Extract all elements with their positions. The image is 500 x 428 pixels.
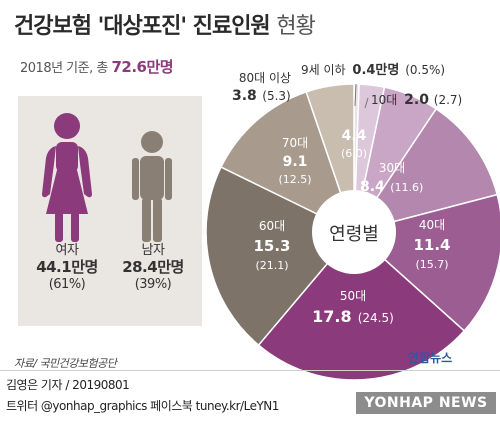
label-s4-name: 40대 <box>419 218 445 232</box>
label-s5-name: 50대 <box>340 289 366 303</box>
title-light: 현황 <box>276 14 315 39</box>
slice-label-s1: 10대 2.0 (2.7) <box>371 92 462 108</box>
subtitle-total: 72.6만명 <box>111 58 174 76</box>
label-s6-value: 15.3 <box>253 237 290 255</box>
male-summary: 남자 28.4만명 (39%) <box>118 242 188 293</box>
female-label: 여자 <box>55 243 79 258</box>
leader-line-s0 <box>354 83 357 107</box>
pie-labels: 9세 이하 0.4만명 (0.5%) 10대 2.0 (2.7) 4.4 (6.… <box>232 62 462 326</box>
gender-figures <box>42 113 172 242</box>
label-s1-value: 2.0 <box>404 92 429 108</box>
label-s8-pct: (5.3) <box>262 89 290 103</box>
male-icon <box>132 131 172 242</box>
male-pct: (39%) <box>134 277 172 292</box>
pie-slice-5 <box>257 230 466 381</box>
label-s0-name: 9세 이하 <box>301 63 346 77</box>
label-s6-name: 60대 <box>259 219 285 233</box>
label-s6-pct: (21.1) <box>255 259 288 272</box>
subtitle-prefix: 2018년 기준, 총 <box>20 61 108 76</box>
label-s4-value: 11.4 <box>413 236 450 254</box>
label-s0-pct: (0.5%) <box>405 63 445 77</box>
label-s3-name: 30대 <box>379 161 405 175</box>
label-s7-value: 9.1 <box>283 154 308 170</box>
pie-slice-7 <box>220 90 356 234</box>
male-label: 남자 <box>141 243 165 258</box>
source-note: 자료/ 국민건강보험공단 <box>14 357 117 370</box>
label-s3-value: 8.4 <box>360 179 385 195</box>
label-s1-pct: (2.7) <box>434 93 462 107</box>
brand-logo: 연합뉴스 <box>408 351 453 365</box>
pie-slice-3 <box>352 107 499 234</box>
slice-label-s5: 17.8 (24.5) <box>312 307 394 326</box>
label-s7-name: 70대 <box>282 136 308 150</box>
female-summary: 여자 44.1만명 (61%) <box>32 242 102 293</box>
label-s5-pct: (24.5) <box>358 311 394 325</box>
male-value: 28.4만명 <box>122 258 184 276</box>
female-icon <box>42 113 92 242</box>
leader-line-s1 <box>364 97 369 109</box>
slice-label-s3: 8.4 (11.6) <box>360 179 423 195</box>
label-s3-pct: (11.6) <box>390 181 423 194</box>
pie-slice-6 <box>205 166 356 347</box>
slice-label-s0: 9세 이하 0.4만명 (0.5%) <box>301 62 445 78</box>
gender-panel: 여자 44.1만명 (61%) 남자 28.4만명 (39%) <box>18 96 202 326</box>
label-s0-value: 0.4만명 <box>352 62 399 78</box>
subtitle: 2018년 기준, 총 72.6만명 <box>20 56 174 77</box>
label-s8-value: 3.8 <box>232 88 257 104</box>
label-s2-pct: (6.0) <box>341 147 367 160</box>
label-s7-pct: (12.5) <box>278 173 311 186</box>
female-pct: (61%) <box>48 277 86 292</box>
pie-center-label: 연령별 <box>329 224 379 245</box>
label-s5-value: 17.8 <box>312 307 351 326</box>
title-main: 건강보험 '대상포진' 진료인원 <box>14 14 271 39</box>
footer-divider <box>0 370 500 371</box>
pie-center-hole <box>312 190 396 274</box>
credit-line-1: 김영은 기자 / 20190801 <box>6 378 130 392</box>
label-s1-name: 10대 <box>371 93 397 107</box>
label-s2-value: 4.4 <box>342 128 367 144</box>
label-s4-pct: (15.7) <box>415 258 448 271</box>
credit-line-2: 트위터 @yonhap_graphics 페이스북 tuney.kr/LeYN1 <box>6 399 279 413</box>
agency-watermark: YONHAP NEWS <box>356 392 496 414</box>
female-value: 44.1만명 <box>36 258 98 276</box>
page-title: 건강보험 '대상포진' 진료인원 현황 <box>14 8 316 40</box>
slice-label-s8: 3.8 (5.3) <box>232 88 291 104</box>
label-s8-name: 80대 이상 <box>239 71 291 85</box>
